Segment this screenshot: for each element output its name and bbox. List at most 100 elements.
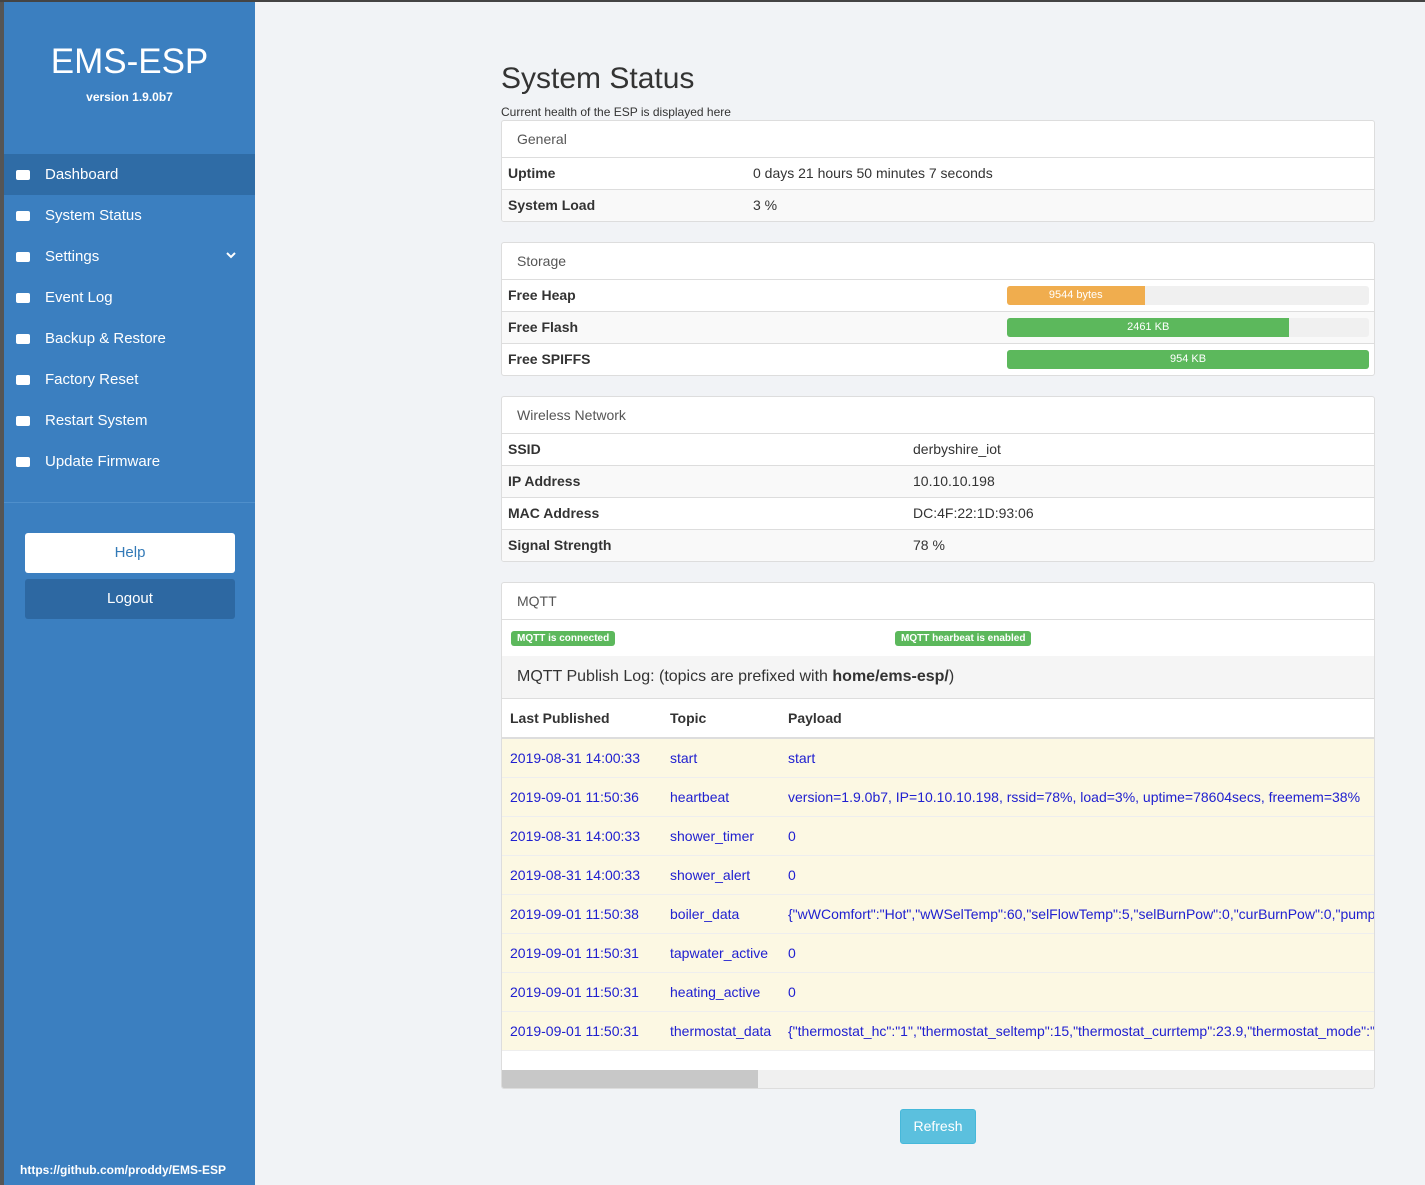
log-row: 2019-09-01 11:50:31 heating_active 0: [502, 972, 1374, 1012]
log-row: 2019-09-01 11:50:36 heartbeat version=1.9.…: [502, 777, 1374, 817]
log-cell: 2019-08-31 14:00:33: [502, 855, 662, 895]
log-cell: version=1.9.0b7, IP=10.10.10.198, rssid=…: [780, 777, 1374, 817]
chevron: [226, 252, 236, 259]
panel: Storage Free Heap 9544 bytes Free Flash 2461…: [501, 242, 1375, 376]
log-cell: 0: [780, 933, 1374, 973]
row: SSID derbyshire_iot: [502, 434, 1374, 466]
column-header: Topic: [662, 699, 780, 739]
page-title: System Status: [501, 62, 695, 95]
log-table: Last Published Topic Payload 2019-08-31 14:…: [502, 699, 1374, 1051]
footer-link[interactable]: https://github.com/proddy/EMS-ESP: [20, 1163, 226, 1177]
log-cell: shower_timer: [662, 816, 780, 856]
scrollbar: [502, 1070, 1374, 1088]
menu-icon: [16, 170, 30, 180]
log-cell: thermostat_data: [662, 1011, 780, 1051]
menu-icon: [16, 334, 30, 344]
log-row: 2019-08-31 14:00:33 start start: [502, 738, 1374, 778]
panel: General Uptime 0 days 21 hours 50 minutes …: [501, 120, 1375, 222]
row-value: derbyshire_iot: [913, 441, 1001, 457]
log-cell: start: [780, 738, 1374, 778]
panel-heading: Storage: [502, 243, 1374, 280]
header-row: Last Published Topic Payload: [502, 699, 1374, 739]
menu-icon: [16, 457, 30, 467]
refresh-button[interactable]: Refresh: [900, 1109, 976, 1144]
row-label: Signal Strength: [508, 537, 612, 553]
row-label: System Load: [508, 197, 596, 213]
log-title-suffix: ): [948, 668, 955, 685]
menu-label[interactable]: System Status: [45, 207, 142, 224]
page-subtitle: Current health of the ESP is displayed h…: [501, 105, 731, 119]
menu-item[interactable]: Update Firmware: [4, 441, 255, 482]
row: System Load 3 %: [502, 190, 1374, 221]
menu-item[interactable]: Restart System: [4, 400, 255, 441]
menu: Dashboard System Status Settings Event Log B…: [4, 154, 255, 482]
column-header: Payload: [780, 699, 1374, 739]
row-value: 0 days 21 hours 50 minutes 7 seconds: [753, 165, 993, 181]
progress-track: 9544 bytes: [1007, 286, 1369, 305]
panel-heading: Wireless Network: [502, 397, 1374, 434]
log-cell: 2019-08-31 14:00:33: [502, 738, 662, 778]
menu-label[interactable]: Event Log: [45, 289, 113, 306]
row-label: SSID: [508, 441, 541, 457]
log-cell: 2019-09-01 11:50:31: [502, 972, 662, 1012]
badges: MQTT is connected MQTT hearbeat is enable…: [502, 620, 1374, 656]
row-label: IP Address: [508, 473, 581, 489]
log-cell: shower_alert: [662, 855, 780, 895]
menu-label[interactable]: Dashboard: [45, 166, 119, 183]
log-row: 2019-09-01 11:50:31 tapwater_active 0: [502, 933, 1374, 973]
menu-icon: [16, 375, 30, 385]
row-label: Free Flash: [508, 319, 579, 335]
log-row: 2019-09-01 11:50:31 thermostat_data {"ther…: [502, 1011, 1374, 1051]
menu-label[interactable]: Factory Reset: [45, 371, 139, 388]
panel: MQTT MQTT is connected MQTT hearbeat is en…: [501, 582, 1375, 1089]
log-row: 2019-08-31 14:00:33 shower_timer 0: [502, 816, 1374, 856]
menu-item[interactable]: Backup & Restore: [4, 318, 255, 359]
row-value: 10.10.10.198: [913, 473, 995, 489]
menu-item[interactable]: Factory Reset: [4, 359, 255, 400]
menu-label[interactable]: Settings: [45, 248, 100, 265]
log-cell: 0: [780, 816, 1374, 856]
row: IP Address 10.10.10.198: [502, 466, 1374, 498]
menu-item[interactable]: Event Log: [4, 277, 255, 318]
log-cell: 2019-09-01 11:50:31: [502, 1011, 662, 1051]
row: Free Heap 9544 bytes: [502, 280, 1374, 312]
row: Free SPIFFS 954 KB: [502, 344, 1374, 375]
menu-label[interactable]: Restart System: [45, 412, 148, 429]
row-value: 78 %: [913, 537, 945, 553]
log-cell: 2019-08-31 14:00:33: [502, 816, 662, 856]
menu-item[interactable]: Dashboard: [4, 154, 255, 195]
brand: EMS-ESP: [50, 42, 209, 81]
progress-track: 954 KB: [1007, 350, 1369, 369]
separator: [4, 502, 255, 503]
column-header: Last Published: [502, 699, 662, 739]
row: Signal Strength 78 %: [502, 530, 1374, 561]
panel-heading: General: [502, 121, 1374, 158]
logout-button[interactable]: Logout: [25, 579, 235, 619]
log-cell: {"wWComfort":"Hot","wWSelTemp":60,"selFl…: [780, 894, 1374, 934]
row: MAC Address DC:4F:22:1D:93:06: [502, 498, 1374, 530]
row-label: Free Heap: [508, 287, 576, 303]
panels: General Uptime 0 days 21 hours 50 minutes …: [501, 120, 1375, 1089]
row: Uptime 0 days 21 hours 50 minutes 7 secon…: [502, 158, 1374, 190]
menu-label[interactable]: Update Firmware: [45, 453, 161, 470]
sidebar: EMS-ESP version 1.9.0b7 Dashboard System …: [0, 2, 255, 1185]
progress-bar: 954 KB: [1007, 350, 1369, 369]
menu-label[interactable]: Backup & Restore: [45, 330, 166, 347]
log-cell: 0: [780, 972, 1374, 1012]
row-value: DC:4F:22:1D:93:06: [913, 505, 1034, 521]
panel: Wireless Network SSID derbyshire_iot IP Add…: [501, 396, 1375, 562]
menu-item[interactable]: System Status: [4, 195, 255, 236]
log-cell: {"thermostat_hc":"1","thermostat_seltemp…: [780, 1011, 1374, 1051]
help-button[interactable]: Help: [25, 533, 235, 573]
version: version 1.9.0b7: [86, 90, 173, 104]
menu-icon: [16, 211, 30, 221]
log-title: MQTT Publish Log: (topics are prefixed w…: [502, 656, 1374, 699]
log-cell: heartbeat: [662, 777, 780, 817]
menu-item[interactable]: Settings: [4, 236, 255, 277]
badge: MQTT hearbeat is enabled: [895, 631, 1032, 646]
log-cell: tapwater_active: [662, 933, 780, 973]
row: Free Flash 2461 KB: [502, 312, 1374, 344]
main: System Status Current health of the ESP …: [501, 62, 1375, 1144]
menu-icon: [16, 252, 30, 262]
